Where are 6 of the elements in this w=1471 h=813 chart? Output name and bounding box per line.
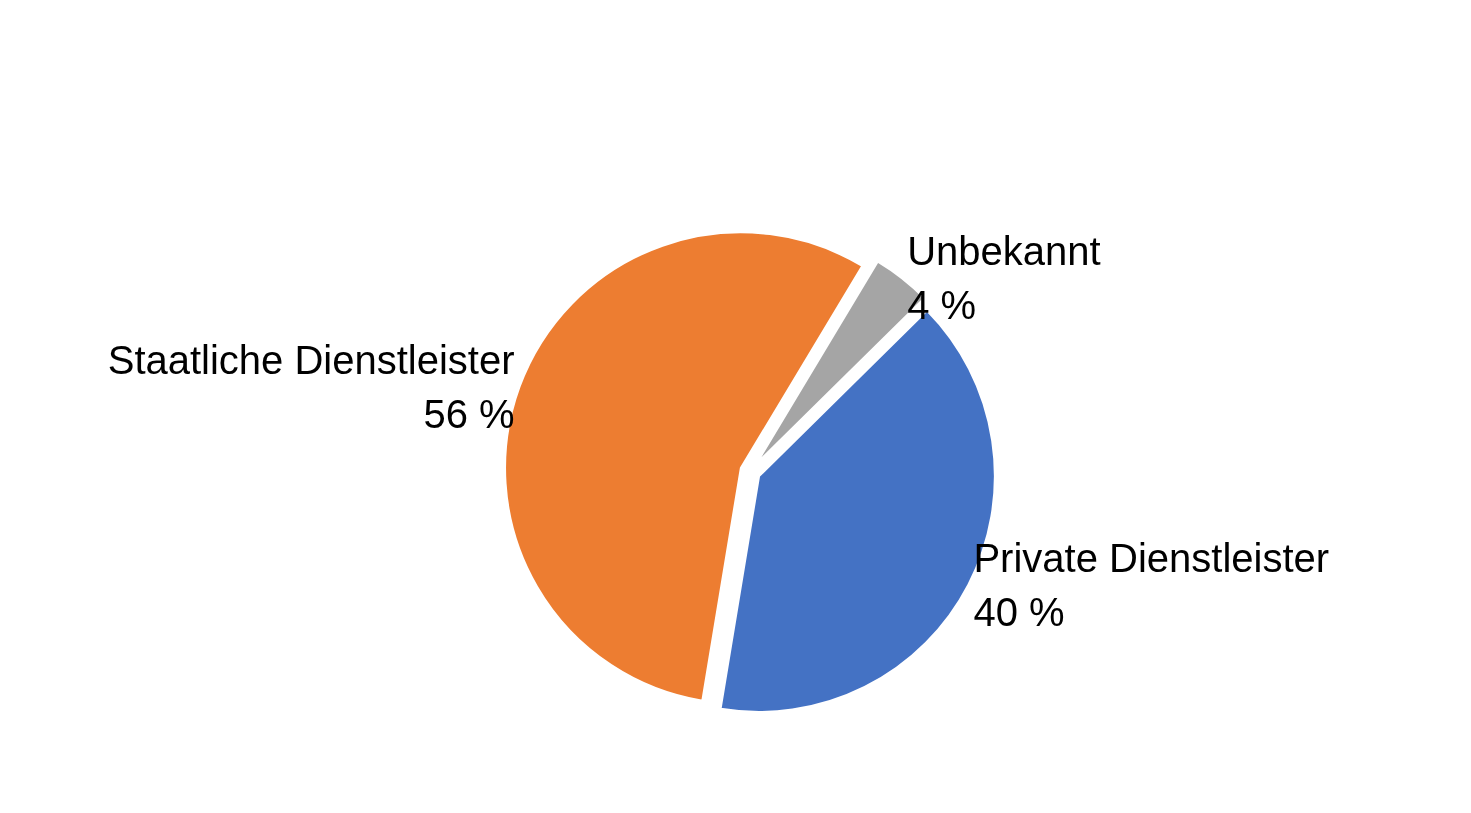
slice-label: Unbekannt [907, 229, 1101, 274]
slice-label: Private Dienstleister [973, 535, 1330, 580]
data-label: 4 % [907, 283, 977, 328]
data-label: 40 % [973, 589, 1065, 634]
slice-label: Staatliche Dienstleister [107, 337, 515, 382]
data-label: 56 % [423, 391, 515, 436]
